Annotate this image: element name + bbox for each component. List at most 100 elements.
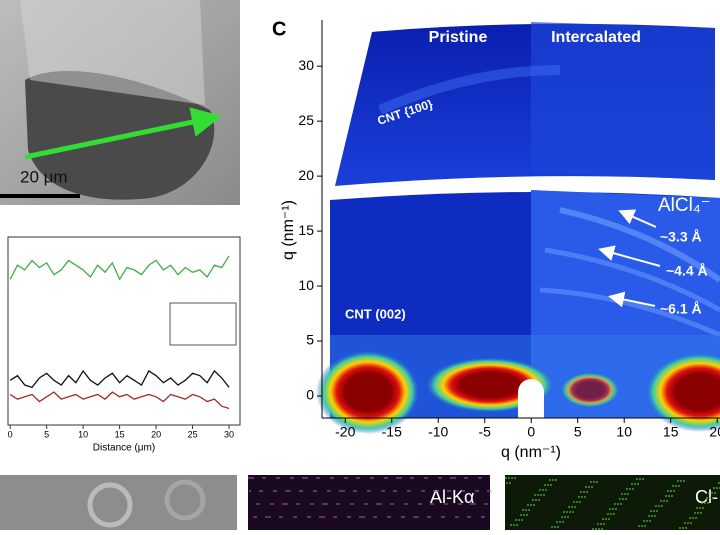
map-pixel (695, 517, 697, 519)
map-pixel (413, 516, 415, 518)
map-pixel (313, 490, 315, 492)
map-pixel (264, 477, 266, 479)
map-pixel (621, 493, 623, 495)
y-tick-label: 30 (298, 57, 314, 73)
map-pixel (281, 516, 283, 518)
map-pixel (702, 507, 704, 509)
map-pixel (533, 504, 535, 506)
map-pixel (250, 477, 252, 479)
y-tick-label: 0 (306, 387, 314, 403)
map-pixel (290, 477, 292, 479)
map-pixel (403, 516, 405, 518)
map-pixel (430, 503, 432, 505)
map-pixel (516, 524, 518, 526)
map-pixel (323, 516, 325, 518)
map-pixel (398, 477, 400, 479)
map-pixel (537, 494, 539, 496)
map-pixel (595, 528, 597, 530)
map-pixel (343, 490, 345, 492)
map-pixel (690, 522, 692, 524)
map-pixel (426, 477, 428, 479)
ring (377, 65, 561, 115)
map-pixel (387, 516, 389, 518)
annotation: Intercalated (551, 29, 641, 46)
map-pixel (581, 496, 583, 498)
map-pixel (704, 502, 706, 504)
map-pixel (656, 510, 658, 512)
x-axis-label: q (nm⁻¹) (501, 444, 561, 461)
map-pixel (590, 481, 592, 483)
x-tick-label: -15 (382, 424, 402, 440)
map-pixel (415, 516, 417, 518)
map-pixel (327, 490, 329, 492)
map-pixel (483, 516, 485, 518)
y-tick-label: 20 (298, 167, 314, 183)
map-pixel (370, 477, 372, 479)
map-pixel (670, 490, 672, 492)
map-pixel (646, 520, 648, 522)
map-pixel (475, 490, 477, 492)
map-pixel (450, 477, 452, 479)
map-pixel (687, 522, 689, 524)
al-map (248, 475, 490, 530)
map-pixel (655, 505, 657, 507)
map-pixel (564, 516, 566, 518)
map-pixel (378, 503, 380, 505)
map-pixel (289, 490, 291, 492)
map-pixel (265, 516, 267, 518)
map-pixel (574, 506, 576, 508)
map-pixel (282, 503, 284, 505)
map-pixel (347, 516, 349, 518)
map-pixel (563, 511, 565, 513)
map-pixel (344, 477, 346, 479)
map-pixel (711, 492, 713, 494)
map-pixel (530, 504, 532, 506)
map-pixel (269, 516, 271, 518)
map-pixel (307, 516, 309, 518)
map-pixel (561, 516, 563, 518)
map-pixel (556, 521, 558, 523)
map-pixel (579, 501, 581, 503)
annotation: Pristine (429, 29, 488, 46)
map-pixel (605, 518, 607, 520)
map-pixel (678, 485, 680, 487)
map-pixel (432, 503, 434, 505)
x-tick-label: -10 (428, 424, 448, 440)
map-pixel (464, 477, 466, 479)
map-pixel (484, 503, 486, 505)
map-pixel (383, 490, 385, 492)
map-pixel (550, 484, 552, 486)
map-pixel (267, 516, 269, 518)
map-pixel (508, 477, 510, 479)
map-pixel (559, 521, 561, 523)
map-pixel (423, 490, 425, 492)
map-pixel (358, 477, 360, 479)
x-tick-label: 10 (616, 424, 632, 440)
map-pixel (474, 503, 476, 505)
map-pixel (310, 503, 312, 505)
map-pixel (248, 477, 250, 479)
map-pixel (373, 516, 375, 518)
map-pixel (262, 477, 264, 479)
map-pixel (596, 481, 598, 483)
map-pixel (683, 480, 685, 482)
map-pixel (620, 503, 622, 505)
map-pixel (673, 490, 675, 492)
map-pixel (438, 477, 440, 479)
map-pixel (636, 478, 638, 480)
map-pixel (333, 516, 335, 518)
map-pixel (404, 503, 406, 505)
map-pixel (520, 514, 522, 516)
map-pixel (412, 477, 414, 479)
map-pixel (458, 503, 460, 505)
map-pixel (547, 484, 549, 486)
map-pixel (651, 515, 653, 517)
annotation: ~6.1 Å (660, 301, 702, 317)
ring (544, 247, 720, 313)
map-pixel (608, 518, 610, 520)
map-pixel (535, 499, 537, 501)
map-pixel (518, 519, 520, 521)
map-pixel (649, 520, 651, 522)
map-pixel (665, 495, 667, 497)
